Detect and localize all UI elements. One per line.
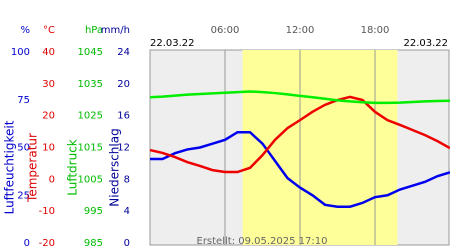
axis-unit: mm/h [101, 25, 130, 36]
y-tick-label: 30 [42, 79, 55, 90]
axis-label: Luftfeuchtigkeit [3, 120, 17, 214]
x-tick-label: 18:00 [361, 25, 390, 36]
y-tick-label: 0 [24, 238, 30, 249]
series-line [149, 95, 450, 174]
y-tick-label: 20 [42, 111, 55, 122]
y-tick-label: 1015 [78, 143, 103, 154]
y-tick-label: 24 [117, 47, 130, 58]
y-tick-label: 1045 [78, 47, 103, 58]
y-tick-label: 50 [17, 143, 30, 154]
axis-label: Temperatur [26, 133, 40, 203]
x-tick-label: 06:00 [211, 25, 240, 36]
date-right: 22.03.22 [403, 38, 448, 49]
y-tick-label: -10 [39, 206, 55, 217]
y-tick-label: 16 [117, 111, 130, 122]
date-left: 22.03.22 [150, 38, 195, 49]
annotation: Erstellt: 09.05.2025 17:10 [197, 236, 328, 247]
y-tick-label: 1035 [78, 79, 103, 90]
y-tick-label: 20 [117, 79, 130, 90]
series-line [150, 130, 450, 208]
y-tick-label: 75 [17, 95, 30, 106]
y-tick-label: 0 [124, 238, 130, 249]
y-tick-label: 8 [124, 174, 130, 185]
axis-label: Niederschlag [108, 128, 122, 206]
axis-label: Luftdruck [66, 139, 80, 196]
y-tick-label: 4 [124, 206, 130, 217]
y-tick-label: 100 [11, 47, 30, 58]
y-tick-label: 985 [84, 238, 103, 249]
y-tick-label: 1005 [78, 174, 103, 185]
y-tick-label: 1025 [78, 111, 103, 122]
y-tick-label: 0 [49, 174, 55, 185]
axis-unit: °C [43, 25, 55, 36]
y-tick-label: 12 [117, 143, 130, 154]
y-tick-label: 995 [84, 206, 103, 217]
x-tick-label: 12:00 [286, 25, 315, 36]
y-tick-label: 10 [42, 143, 55, 154]
series-line [149, 90, 450, 105]
y-tick-label: 25 [17, 190, 30, 201]
y-tick-label: -20 [39, 238, 55, 249]
axis-unit: hPa [85, 25, 103, 36]
axis-unit: % [20, 25, 30, 36]
y-tick-label: 40 [42, 47, 55, 58]
